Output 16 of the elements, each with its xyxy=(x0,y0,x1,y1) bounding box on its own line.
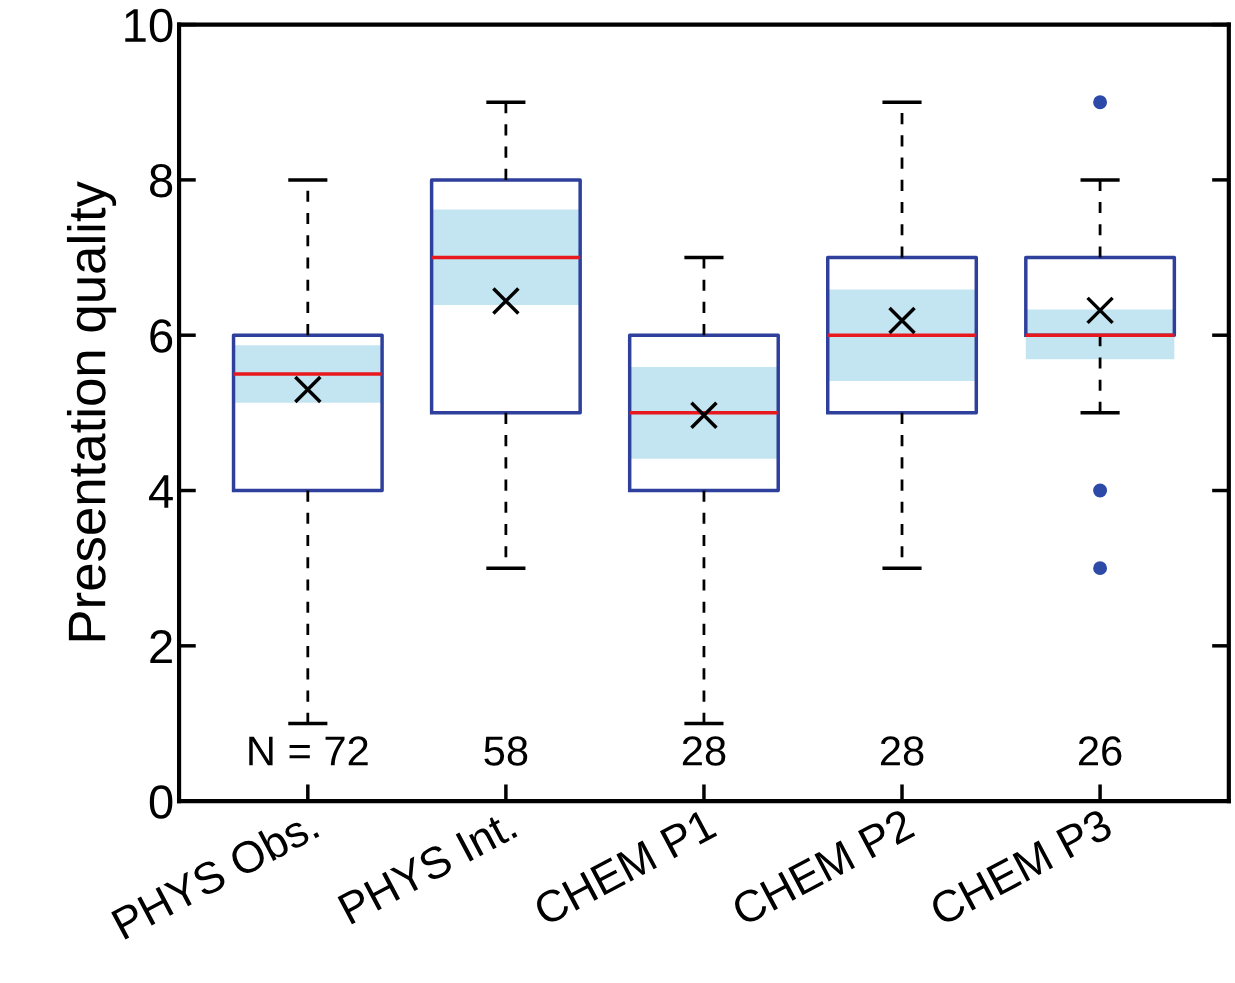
annotation: 28 xyxy=(880,736,924,766)
y-tick-label: 0 xyxy=(149,785,173,819)
y-tick-label: 2 xyxy=(150,629,172,663)
y-axis-title: Presentation quality xyxy=(66,181,117,641)
y-tick-label: 10 xyxy=(125,8,173,43)
annotation: 28 xyxy=(682,736,726,766)
y-tick-label: 4 xyxy=(149,475,173,508)
bar xyxy=(431,209,581,305)
annotation: 26 xyxy=(1079,736,1122,766)
y-tick-label: 6 xyxy=(150,319,173,353)
annotation: N = 72 xyxy=(249,736,368,766)
annotation: 58 xyxy=(484,736,528,766)
y-tick-label: 8 xyxy=(150,164,173,198)
bar xyxy=(233,345,383,403)
bar xyxy=(629,367,779,459)
bar xyxy=(827,289,977,382)
